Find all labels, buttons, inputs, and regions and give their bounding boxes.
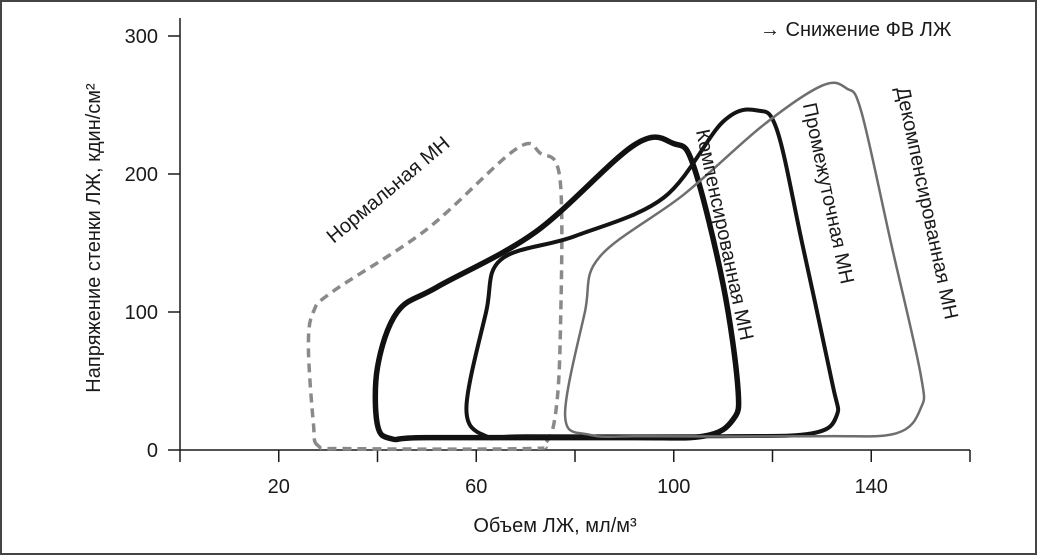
y-axis-label: Напряжение стенки ЛЖ, кдин/см² (83, 83, 105, 393)
legend-note: → Снижение ФВ ЛЖ (760, 19, 952, 41)
x-tick-label: 20 (268, 476, 290, 498)
loop-normal (306, 141, 564, 451)
x-tick-label: 140 (855, 476, 888, 498)
y-tick-label: 200 (125, 164, 158, 186)
loop-intermediate (464, 107, 841, 441)
x-axis-label: Объем ЛЖ, мл/м³ (473, 515, 637, 537)
axes: 0 100 200 300 20 60 100 140 (125, 18, 971, 498)
y-tick-label: 100 (125, 302, 158, 324)
loops (306, 81, 926, 451)
x-tick-label: 100 (657, 476, 690, 498)
label-normal: Нормальная МН (323, 132, 455, 247)
y-tick-label: 300 (125, 26, 158, 48)
loop-labels: Нормальная МН Компенсированная МН Промежут… (323, 85, 962, 343)
loop-decompensated (563, 81, 926, 438)
x-tick-label: 60 (465, 476, 487, 498)
y-tick-label: 0 (147, 440, 158, 462)
